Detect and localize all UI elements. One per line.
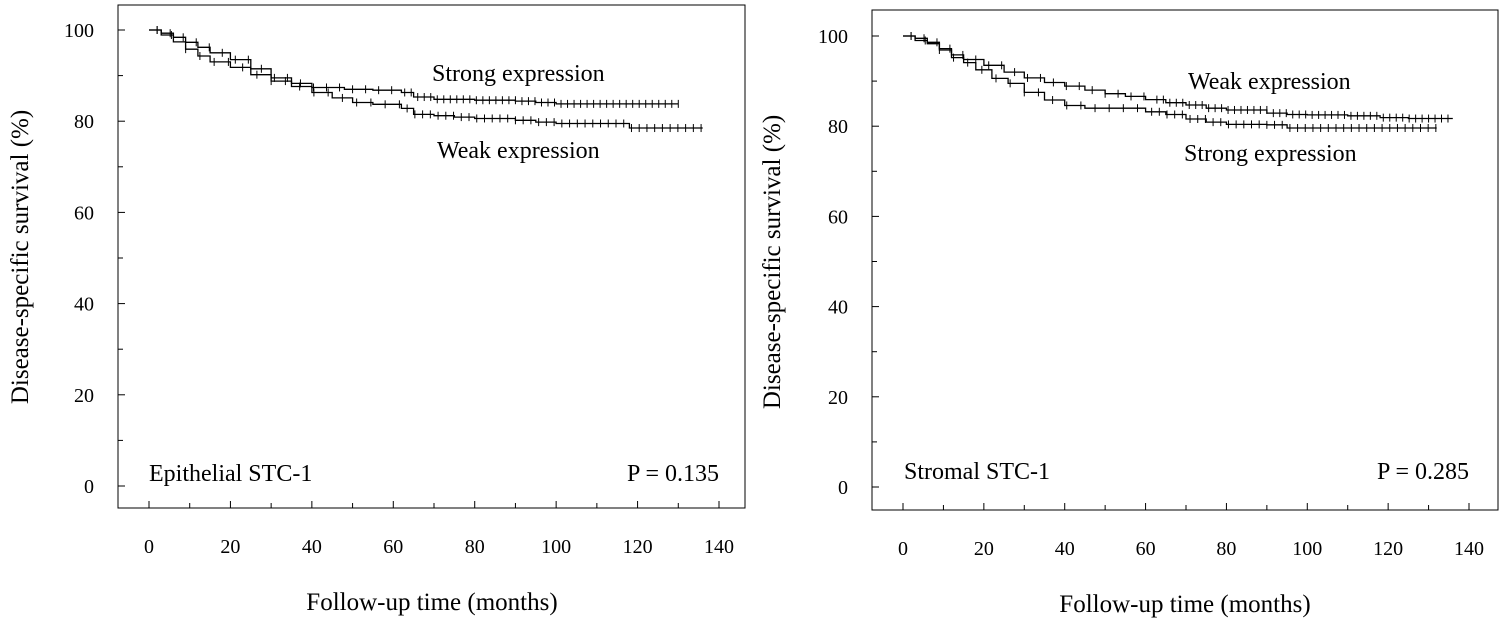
y-axis: 0 20 40 60 80 100 xyxy=(64,20,125,498)
series-strong-expression-curve xyxy=(903,35,1437,129)
x-tick-label: 20 xyxy=(220,536,240,558)
x-axis: 0 20 40 60 80 100 120 140 xyxy=(144,501,734,558)
x-tick-label: 120 xyxy=(1373,538,1403,560)
censor-marks xyxy=(910,32,1437,133)
annotation-lower: Strong expression xyxy=(1184,141,1357,167)
annotation-upper: Strong expression xyxy=(432,61,605,87)
y-tick-label: 80 xyxy=(74,111,94,133)
p-value: P = 0.285 xyxy=(1377,459,1469,485)
panel-stromal: 0 20 40 60 80 100 0 20 40 60 80 100 120 140 Disease-… xyxy=(759,9,1499,618)
x-tick-label: 140 xyxy=(704,536,734,558)
censor-marks xyxy=(910,32,1449,123)
y-tick-label: 100 xyxy=(64,20,94,42)
x-tick-label: 120 xyxy=(623,536,653,558)
x-tick-label: 40 xyxy=(302,536,322,558)
panel-epithelial: 0 20 40 60 80 100 0 20 40 60 80 100 120 140 Disease-… xyxy=(7,4,746,616)
x-tick-label: 80 xyxy=(1216,538,1236,560)
annotation-lower: Weak expression xyxy=(437,138,600,164)
x-tick-label: 60 xyxy=(383,536,403,558)
annotation-upper: Weak expression xyxy=(1188,69,1351,95)
censor-marks xyxy=(156,26,702,133)
y-tick-label: 0 xyxy=(84,476,94,498)
y-axis-title: Disease-specific survival (%) xyxy=(759,115,786,409)
x-axis: 0 20 40 60 80 100 120 140 xyxy=(898,503,1484,560)
survival-curves xyxy=(903,32,1453,133)
x-tick-label: 100 xyxy=(1292,538,1322,560)
plot-frame xyxy=(117,4,746,509)
series-weak-expression-curve xyxy=(903,35,1453,120)
y-tick-label: 0 xyxy=(838,477,848,499)
x-tick-label: 40 xyxy=(1055,538,1075,560)
survival-curves xyxy=(149,26,703,133)
x-tick-label: 0 xyxy=(144,536,154,558)
y-tick-label: 20 xyxy=(74,385,94,407)
y-axis: 0 20 40 60 80 100 xyxy=(818,26,879,499)
series-weak-expression-curve xyxy=(149,29,703,129)
x-tick-label: 80 xyxy=(465,536,485,558)
x-tick-label: 60 xyxy=(1136,538,1156,560)
x-tick-label: 100 xyxy=(541,536,571,558)
y-tick-label: 40 xyxy=(74,294,94,316)
plot-frame xyxy=(871,9,1499,511)
x-tick-label: 140 xyxy=(1454,538,1484,560)
y-tick-label: 60 xyxy=(828,206,848,228)
y-tick-label: 40 xyxy=(828,297,848,319)
x-axis-title: Follow-up time (months) xyxy=(1059,591,1310,618)
censor-marks xyxy=(156,26,679,108)
x-axis-title: Follow-up time (months) xyxy=(306,589,557,616)
x-tick-label: 20 xyxy=(974,538,994,560)
y-tick-label: 20 xyxy=(828,387,848,409)
y-tick-label: 60 xyxy=(74,202,94,224)
panel-label: Stromal STC-1 xyxy=(904,459,1050,485)
y-tick-label: 80 xyxy=(828,116,848,138)
panel-label: Epithelial STC-1 xyxy=(149,461,312,487)
y-tick-label: 100 xyxy=(818,26,848,48)
y-axis-title: Disease-specific survival (%) xyxy=(7,110,34,404)
x-tick-label: 0 xyxy=(898,538,908,560)
p-value: P = 0.135 xyxy=(627,461,719,487)
